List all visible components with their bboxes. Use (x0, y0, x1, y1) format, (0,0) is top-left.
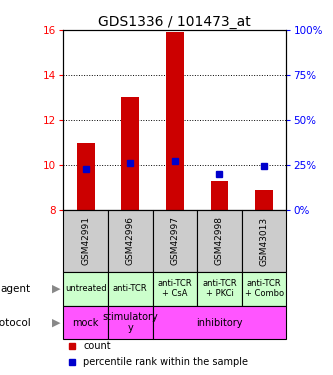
Text: percentile rank within the sample: percentile rank within the sample (83, 357, 248, 367)
Bar (108, 272, 153, 306)
Text: GSM43013: GSM43013 (259, 216, 269, 266)
Text: stimulatory
y: stimulatory y (102, 312, 158, 333)
Text: anti-TCR
+ Combo: anti-TCR + Combo (244, 279, 284, 298)
Text: GSM42998: GSM42998 (215, 216, 224, 266)
Text: agent: agent (1, 284, 31, 294)
Bar (210, 181, 228, 210)
Text: mock: mock (72, 318, 99, 327)
Text: ▶: ▶ (52, 284, 61, 294)
Bar (197, 210, 242, 272)
Title: GDS1336 / 101473_at: GDS1336 / 101473_at (99, 15, 251, 29)
Text: GSM42991: GSM42991 (81, 216, 90, 266)
Text: anti-TCR
+ CsA: anti-TCR + CsA (158, 279, 192, 298)
Text: GSM42996: GSM42996 (126, 216, 135, 266)
Bar (77, 142, 95, 210)
Bar (197, 272, 242, 306)
Bar (153, 210, 197, 272)
Bar (108, 306, 153, 339)
Bar (63, 272, 108, 306)
Bar (108, 210, 153, 272)
Bar (242, 272, 286, 306)
Bar (255, 190, 273, 210)
Bar (153, 272, 197, 306)
Bar (121, 98, 139, 210)
Text: anti-TCR
+ PKCi: anti-TCR + PKCi (202, 279, 237, 298)
Bar (63, 210, 108, 272)
Text: GSM42997: GSM42997 (170, 216, 179, 266)
Text: ▶: ▶ (52, 318, 61, 327)
Text: untreated: untreated (65, 284, 106, 293)
Text: anti-TCR: anti-TCR (113, 284, 148, 293)
Bar (166, 32, 184, 210)
Text: inhibitory: inhibitory (196, 318, 243, 327)
Text: count: count (83, 340, 111, 351)
Bar (153, 306, 286, 339)
Bar (63, 306, 108, 339)
Bar (242, 210, 286, 272)
Text: protocol: protocol (0, 318, 31, 327)
